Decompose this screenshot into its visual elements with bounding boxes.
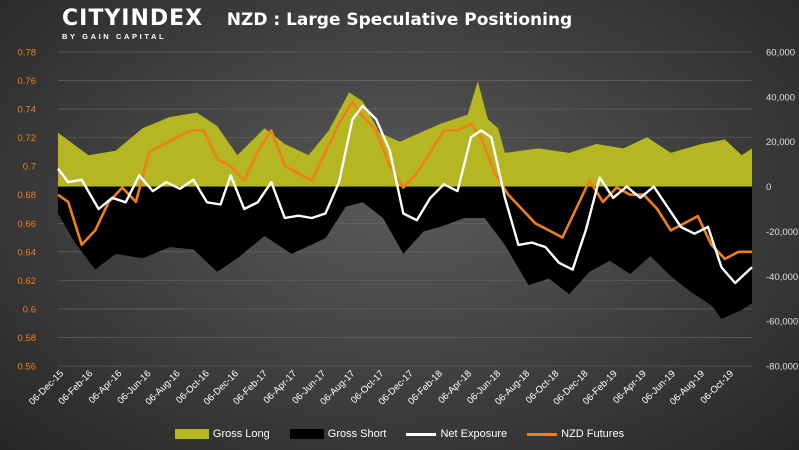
legend-swatch-nzd-futures <box>527 432 558 436</box>
legend-label-nzd-futures: NZD Futures <box>561 428 625 440</box>
left-tick-label: 0.6 <box>23 304 36 315</box>
left-tick-label: 0.62 <box>18 276 37 287</box>
net-exposure-line <box>57 104 753 285</box>
legend-nzd-futures: NZD Futures <box>527 428 624 440</box>
legend-swatch-gross-short <box>289 429 324 439</box>
left-tick-label: 0.7 <box>23 162 36 173</box>
legend-gross-long: Gross Long <box>174 428 270 440</box>
legend-swatch-gross-long <box>174 429 209 439</box>
legend-label-gross-long: Gross Long <box>212 428 270 440</box>
nzd-futures-line <box>57 100 752 261</box>
left-tick-label: 0.76 <box>18 76 37 87</box>
left-tick-label: 0.56 <box>18 362 37 373</box>
legend-label-gross-short: Gross Short <box>327 428 387 440</box>
chart-title: NZD : Large Speculative Positioning <box>226 10 573 30</box>
left-tick-label: 0.66 <box>18 219 37 230</box>
logo-wordmark: CITYINDEX <box>62 6 204 31</box>
legend-gross-short: Gross Short <box>289 428 387 440</box>
left-tick-label: 0.78 <box>18 48 37 59</box>
legend-net-exposure: Net Exposure <box>406 428 507 440</box>
logo-tagline: BY GAIN CAPITAL <box>62 32 167 41</box>
gross-short-area <box>58 186 752 319</box>
legend-swatch-net-exposure <box>406 432 437 436</box>
chart-legend: Gross Long Gross Short Net Exposure NZD … <box>0 428 799 440</box>
gross-long-area <box>58 81 752 187</box>
right-tick-label: 20,000 <box>766 137 795 148</box>
right-tick-label: -20,000 <box>766 227 798 238</box>
left-tick-label: 0.74 <box>18 105 37 116</box>
cityindex-logo: CITYINDEX BY GAIN CAPITAL <box>62 6 204 42</box>
right-tick-label: -80,000 <box>766 362 798 373</box>
right-tick-label: -40,000 <box>766 272 798 283</box>
left-tick-label: 0.58 <box>18 333 37 344</box>
left-tick-label: 0.68 <box>18 190 37 201</box>
left-tick-label: 0.72 <box>18 133 37 144</box>
right-tick-label: 60,000 <box>766 48 795 59</box>
legend-label-net-exposure: Net Exposure <box>440 428 508 440</box>
right-tick-label: 40,000 <box>766 92 795 103</box>
left-tick-label: 0.64 <box>18 247 37 258</box>
right-tick-label: 0 <box>766 182 771 193</box>
right-tick-label: -60,000 <box>766 317 798 328</box>
